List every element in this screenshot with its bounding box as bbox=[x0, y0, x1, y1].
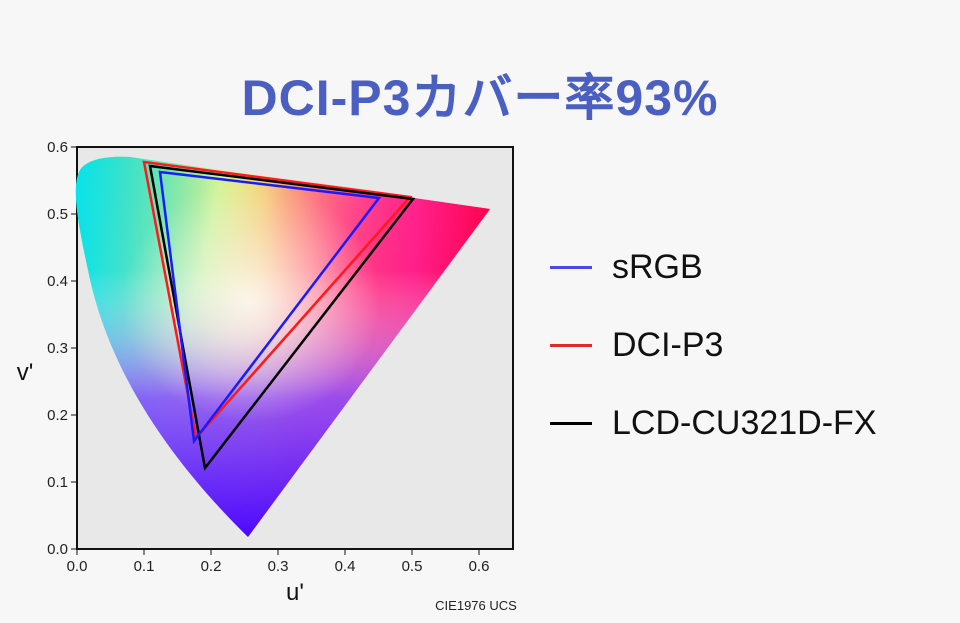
legend-swatch-dci-p3 bbox=[550, 343, 592, 347]
x-tick-label: 0.3 bbox=[268, 558, 289, 575]
dci-p3-triangle bbox=[142, 160, 413, 441]
legend-swatch-srgb bbox=[550, 265, 592, 269]
y-axis bbox=[71, 146, 77, 550]
legend-label: LCD-CU321D-FX bbox=[612, 403, 877, 442]
legend-item-lcd-cu321d-fx: LCD-CU321D-FX bbox=[550, 384, 877, 462]
x-axis-label: u' bbox=[286, 579, 304, 606]
x-tick-label: 0.0 bbox=[67, 558, 88, 575]
y-tick-label: 0.6 bbox=[47, 139, 68, 156]
chart-title: DCI-P3カバー率93% bbox=[241, 70, 719, 126]
x-tick-label: 0.5 bbox=[402, 558, 423, 575]
x-tick-label: 0.2 bbox=[201, 558, 222, 575]
x-axis bbox=[76, 549, 480, 555]
y-tick-label: 0.4 bbox=[47, 273, 68, 290]
legend-swatch-lcd-cu321d-fx bbox=[550, 421, 592, 425]
y-tick-label: 0.1 bbox=[47, 474, 68, 491]
diagram-caption: CIE1976 UCS bbox=[435, 598, 517, 613]
legend: sRGB DCI-P3 LCD-CU321D-FX bbox=[550, 228, 877, 462]
y-tick-label: 0.0 bbox=[47, 541, 68, 558]
srgb-triangle bbox=[158, 170, 382, 445]
legend-label: DCI-P3 bbox=[612, 325, 724, 364]
y-tick-label: 0.3 bbox=[47, 340, 68, 357]
y-tick-label: 0.2 bbox=[47, 407, 68, 424]
x-tick-label: 0.1 bbox=[134, 558, 155, 575]
y-tick-label: 0.5 bbox=[47, 206, 68, 223]
legend-item-srgb: sRGB bbox=[550, 228, 877, 306]
legend-label: sRGB bbox=[612, 247, 703, 286]
x-tick-label: 0.4 bbox=[335, 558, 356, 575]
legend-item-dci-p3: DCI-P3 bbox=[550, 306, 877, 384]
y-axis-label: v' bbox=[17, 359, 34, 386]
x-tick-label: 0.6 bbox=[469, 558, 490, 575]
